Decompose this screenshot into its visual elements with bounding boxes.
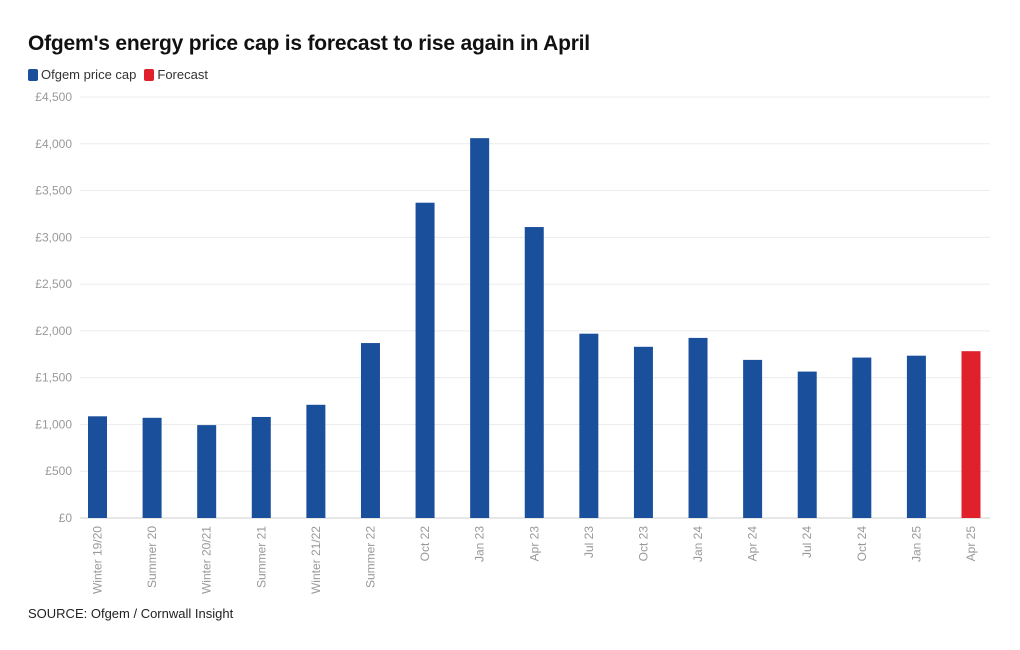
bar xyxy=(88,416,107,518)
y-tick-label: £4,000 xyxy=(35,137,72,151)
y-tick-label: £4,500 xyxy=(35,90,72,104)
x-tick-label: Jan 24 xyxy=(691,526,705,562)
x-tick-label: Jul 24 xyxy=(800,526,814,558)
bar xyxy=(524,227,544,518)
bar xyxy=(415,202,435,518)
legend-label-price-cap: Ofgem price cap xyxy=(41,67,137,82)
x-tick-label: Winter 20/21 xyxy=(200,526,214,594)
y-tick-label: £2,000 xyxy=(35,324,72,338)
bar xyxy=(961,351,981,518)
y-tick-label: £0 xyxy=(59,511,73,525)
legend-swatch-price-cap xyxy=(28,68,38,81)
legend-item-forecast: Forecast xyxy=(144,67,208,82)
legend-label-forecast: Forecast xyxy=(157,67,208,82)
bar xyxy=(688,337,708,518)
x-tick-label: Oct 24 xyxy=(855,526,869,562)
chart-title: Ofgem's energy price cap is forecast to … xyxy=(28,32,590,55)
bar xyxy=(306,404,326,518)
y-tick-label: £1,500 xyxy=(35,371,72,385)
y-tick-label: £500 xyxy=(45,464,72,478)
x-tick-label: Jul 23 xyxy=(582,526,596,558)
x-tick-label: Apr 25 xyxy=(964,526,978,562)
bar xyxy=(633,346,653,518)
y-tick-label: £2,500 xyxy=(35,277,72,291)
x-tick-label: Jan 25 xyxy=(909,526,923,562)
bar xyxy=(579,333,599,518)
source-note: SOURCE: Ofgem / Cornwall Insight xyxy=(28,606,234,621)
y-tick-label: £3,500 xyxy=(35,184,72,198)
bar xyxy=(852,357,872,518)
bar xyxy=(251,416,271,518)
x-tick-label: Oct 22 xyxy=(418,526,432,562)
x-tick-label: Apr 24 xyxy=(746,526,760,562)
legend-item-price-cap: Ofgem price cap xyxy=(28,67,136,82)
y-tick-label: £1,000 xyxy=(35,417,72,431)
bar xyxy=(743,359,763,518)
bar xyxy=(360,343,380,518)
x-tick-label: Summer 22 xyxy=(363,526,377,588)
legend: Ofgem price cap Forecast xyxy=(28,67,216,82)
y-tick-label: £3,000 xyxy=(35,230,72,244)
x-tick-label: Winter 21/22 xyxy=(309,526,323,594)
x-tick-label: Jan 23 xyxy=(473,526,487,562)
bar xyxy=(797,371,817,518)
bar xyxy=(906,355,926,518)
bar xyxy=(142,417,162,518)
x-tick-label: Oct 23 xyxy=(636,526,650,562)
x-tick-label: Winter 19/20 xyxy=(91,526,105,594)
x-tick-label: Apr 23 xyxy=(527,526,541,562)
bar xyxy=(197,425,217,518)
bar xyxy=(470,138,490,519)
x-tick-label: Summer 20 xyxy=(145,526,159,588)
legend-swatch-forecast xyxy=(144,68,155,81)
x-tick-label: Summer 21 xyxy=(254,526,268,588)
